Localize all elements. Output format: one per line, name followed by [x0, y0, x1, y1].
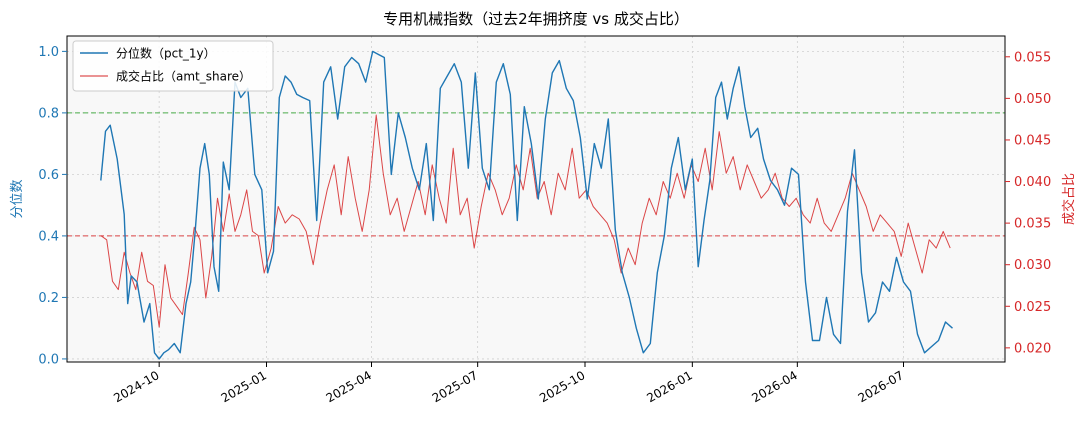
legend-label-pct: 分位数（pct_1y） [116, 46, 216, 61]
reference-lines [67, 112, 1005, 237]
y-axis-right-label: 成交占比 [1061, 173, 1077, 225]
y-left-tick-label: 0.8 [38, 106, 59, 121]
y-left-tick-label: 1.0 [38, 45, 59, 60]
y-left-tick-label: 0.2 [38, 291, 59, 306]
legend-label-amt: 成交占比（amt_share） [116, 69, 251, 84]
legend-box [72, 40, 274, 92]
y-left-tick-label: 0.4 [38, 229, 59, 244]
y-right-tick-label: 0.050 [1014, 92, 1051, 107]
y-right-tick-label: 0.040 [1014, 175, 1051, 190]
series-line-amt-share [100, 114, 951, 328]
plot-frame [66, 35, 1006, 363]
legend: 分位数（pct_1y） 成交占比（amt_share） [72, 40, 274, 92]
y-axis-left-label: 分位数 [10, 179, 25, 218]
y-axis-right: 0.020 0.025 0.030 0.035 0.040 0.045 0.050 0.055 [1005, 50, 1051, 356]
y-right-tick-label: 0.055 [1014, 50, 1051, 65]
chart-title: 专用机械指数（过去2年拥挤度 vs 成交占比） [383, 10, 689, 28]
y-right-tick-label: 0.045 [1014, 133, 1051, 148]
series-layer [100, 50, 953, 360]
y-right-tick-label: 0.025 [1014, 300, 1051, 315]
series-line-pct-1y [100, 50, 953, 360]
y-axis-left: 0.0 0.2 0.4 0.6 0.8 1.0 [38, 45, 67, 367]
y-right-tick-label: 0.030 [1014, 258, 1051, 273]
y-right-tick-label: 0.020 [1014, 341, 1051, 356]
y-right-tick-label: 0.035 [1014, 217, 1051, 232]
y-left-tick-label: 0.6 [38, 168, 59, 183]
y-left-tick-label: 0.0 [38, 352, 59, 367]
